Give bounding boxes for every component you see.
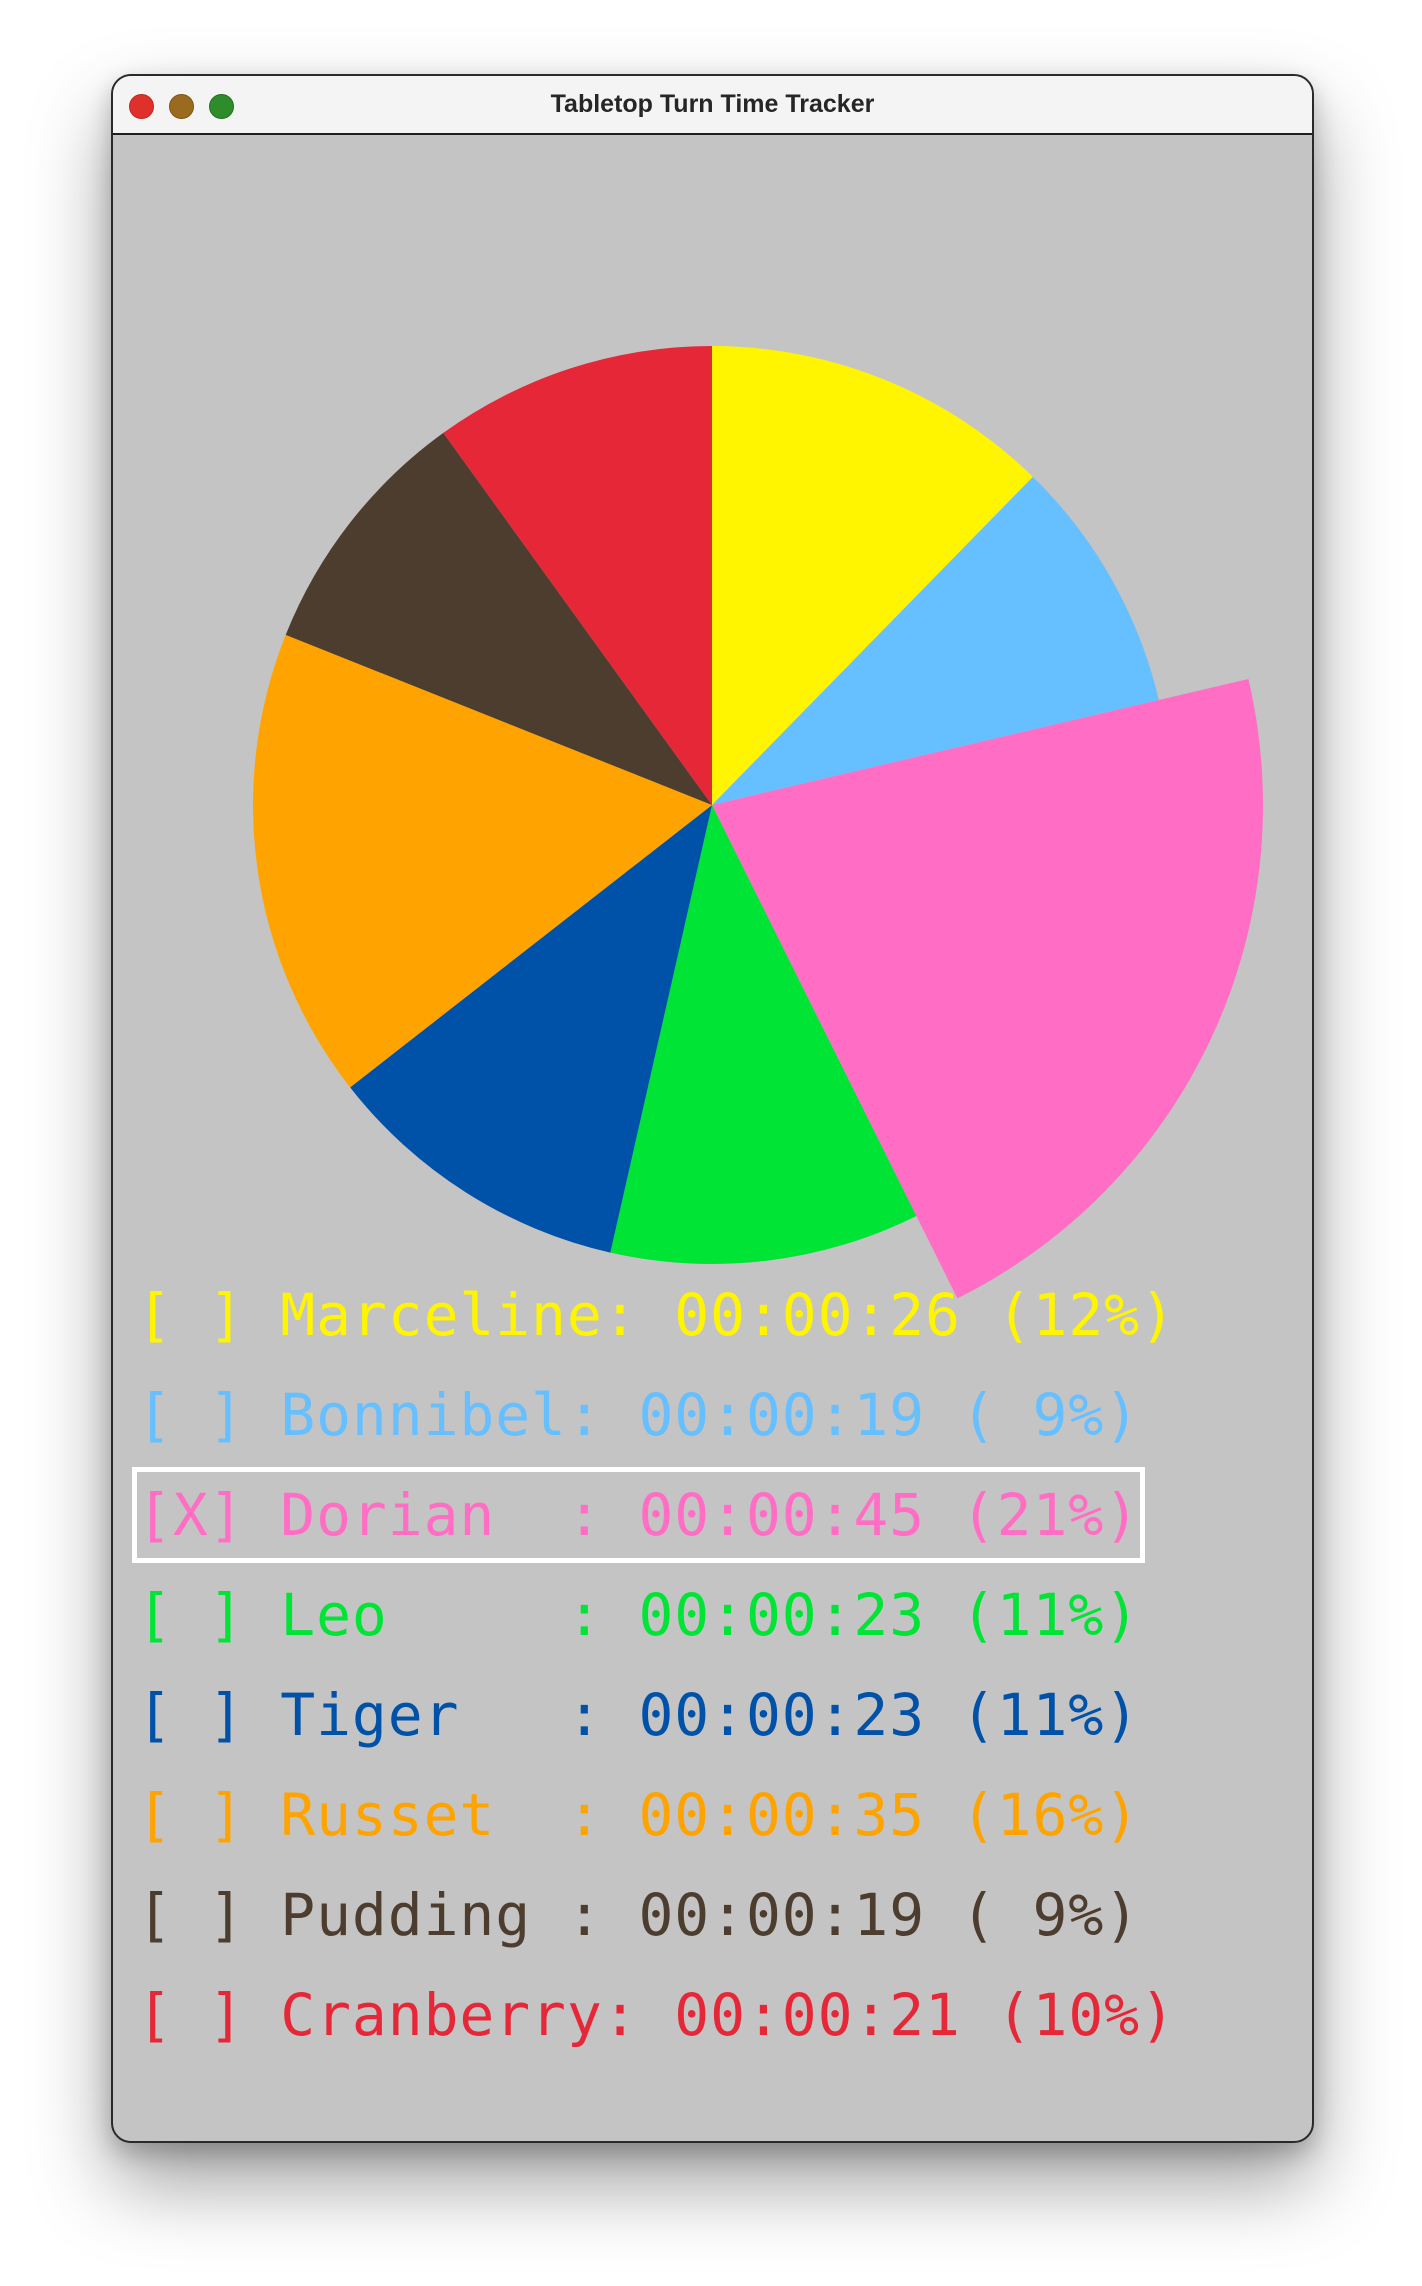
player-time-label: Cranberry: 00:00:21 (10%) — [280, 1981, 1176, 2049]
player-checkbox[interactable]: [X] — [137, 1481, 245, 1549]
player-row-dorian[interactable]: [X] Dorian : 00:00:45 (21%) — [132, 1467, 1145, 1563]
player-time-label: Leo : 00:00:23 (11%) — [280, 1581, 1140, 1649]
title-bar: Tabletop Turn Time Tracker — [113, 76, 1312, 135]
player-time-label: Tiger : 00:00:23 (11%) — [280, 1681, 1140, 1749]
player-row-bonnibel[interactable]: [ ] Bonnibel: 00:00:19 ( 9%) — [137, 1372, 1140, 1458]
pie-slice-leo — [610, 805, 917, 1264]
pie-slice-russet — [253, 634, 713, 1088]
player-time-label: Russet : 00:00:35 (16%) — [280, 1781, 1140, 1849]
player-time-label: Bonnibel: 00:00:19 ( 9%) — [280, 1381, 1140, 1449]
player-row-tiger[interactable]: [ ] Tiger : 00:00:23 (11%) — [137, 1672, 1140, 1758]
maximize-window-button[interactable] — [209, 94, 234, 119]
pie-slice-bonnibel — [712, 476, 1159, 805]
window-title: Tabletop Turn Time Tracker — [550, 90, 875, 118]
player-checkbox[interactable]: [ ] — [137, 1381, 245, 1449]
player-checkbox[interactable]: [ ] — [137, 1281, 245, 1349]
player-checkbox[interactable]: [ ] — [137, 1881, 245, 1949]
minimize-window-button[interactable] — [169, 94, 194, 119]
pie-slice-marceline — [712, 346, 1033, 805]
player-checkbox[interactable]: [ ] — [137, 1981, 245, 2049]
player-time-label: Dorian : 00:00:45 (21%) — [280, 1481, 1140, 1549]
player-time-label: Pudding : 00:00:19 ( 9%) — [280, 1881, 1140, 1949]
player-row-pudding[interactable]: [ ] Pudding : 00:00:19 ( 9%) — [137, 1872, 1140, 1958]
close-window-button[interactable] — [129, 94, 154, 119]
player-row-cranberry[interactable]: [ ] Cranberry: 00:00:21 (10%) — [137, 1972, 1176, 2058]
player-row-leo[interactable]: [ ] Leo : 00:00:23 (11%) — [137, 1572, 1140, 1658]
app-window: Tabletop Turn Time Tracker [ ] Marceline… — [111, 74, 1314, 2143]
pie-slice-dorian — [712, 678, 1263, 1299]
pie-slice-tiger — [350, 805, 712, 1253]
pie-slice-pudding — [285, 432, 712, 805]
player-row-russet[interactable]: [ ] Russet : 00:00:35 (16%) — [137, 1772, 1140, 1858]
player-row-marceline[interactable]: [ ] Marceline: 00:00:26 (12%) — [137, 1272, 1176, 1358]
pie-slice-cranberry — [443, 346, 712, 805]
player-checkbox[interactable]: [ ] — [137, 1581, 245, 1649]
player-checkbox[interactable]: [ ] — [137, 1681, 245, 1749]
player-checkbox[interactable]: [ ] — [137, 1781, 245, 1849]
turn-time-pie-chart — [253, 346, 1263, 1299]
player-time-label: Marceline: 00:00:26 (12%) — [280, 1281, 1176, 1349]
